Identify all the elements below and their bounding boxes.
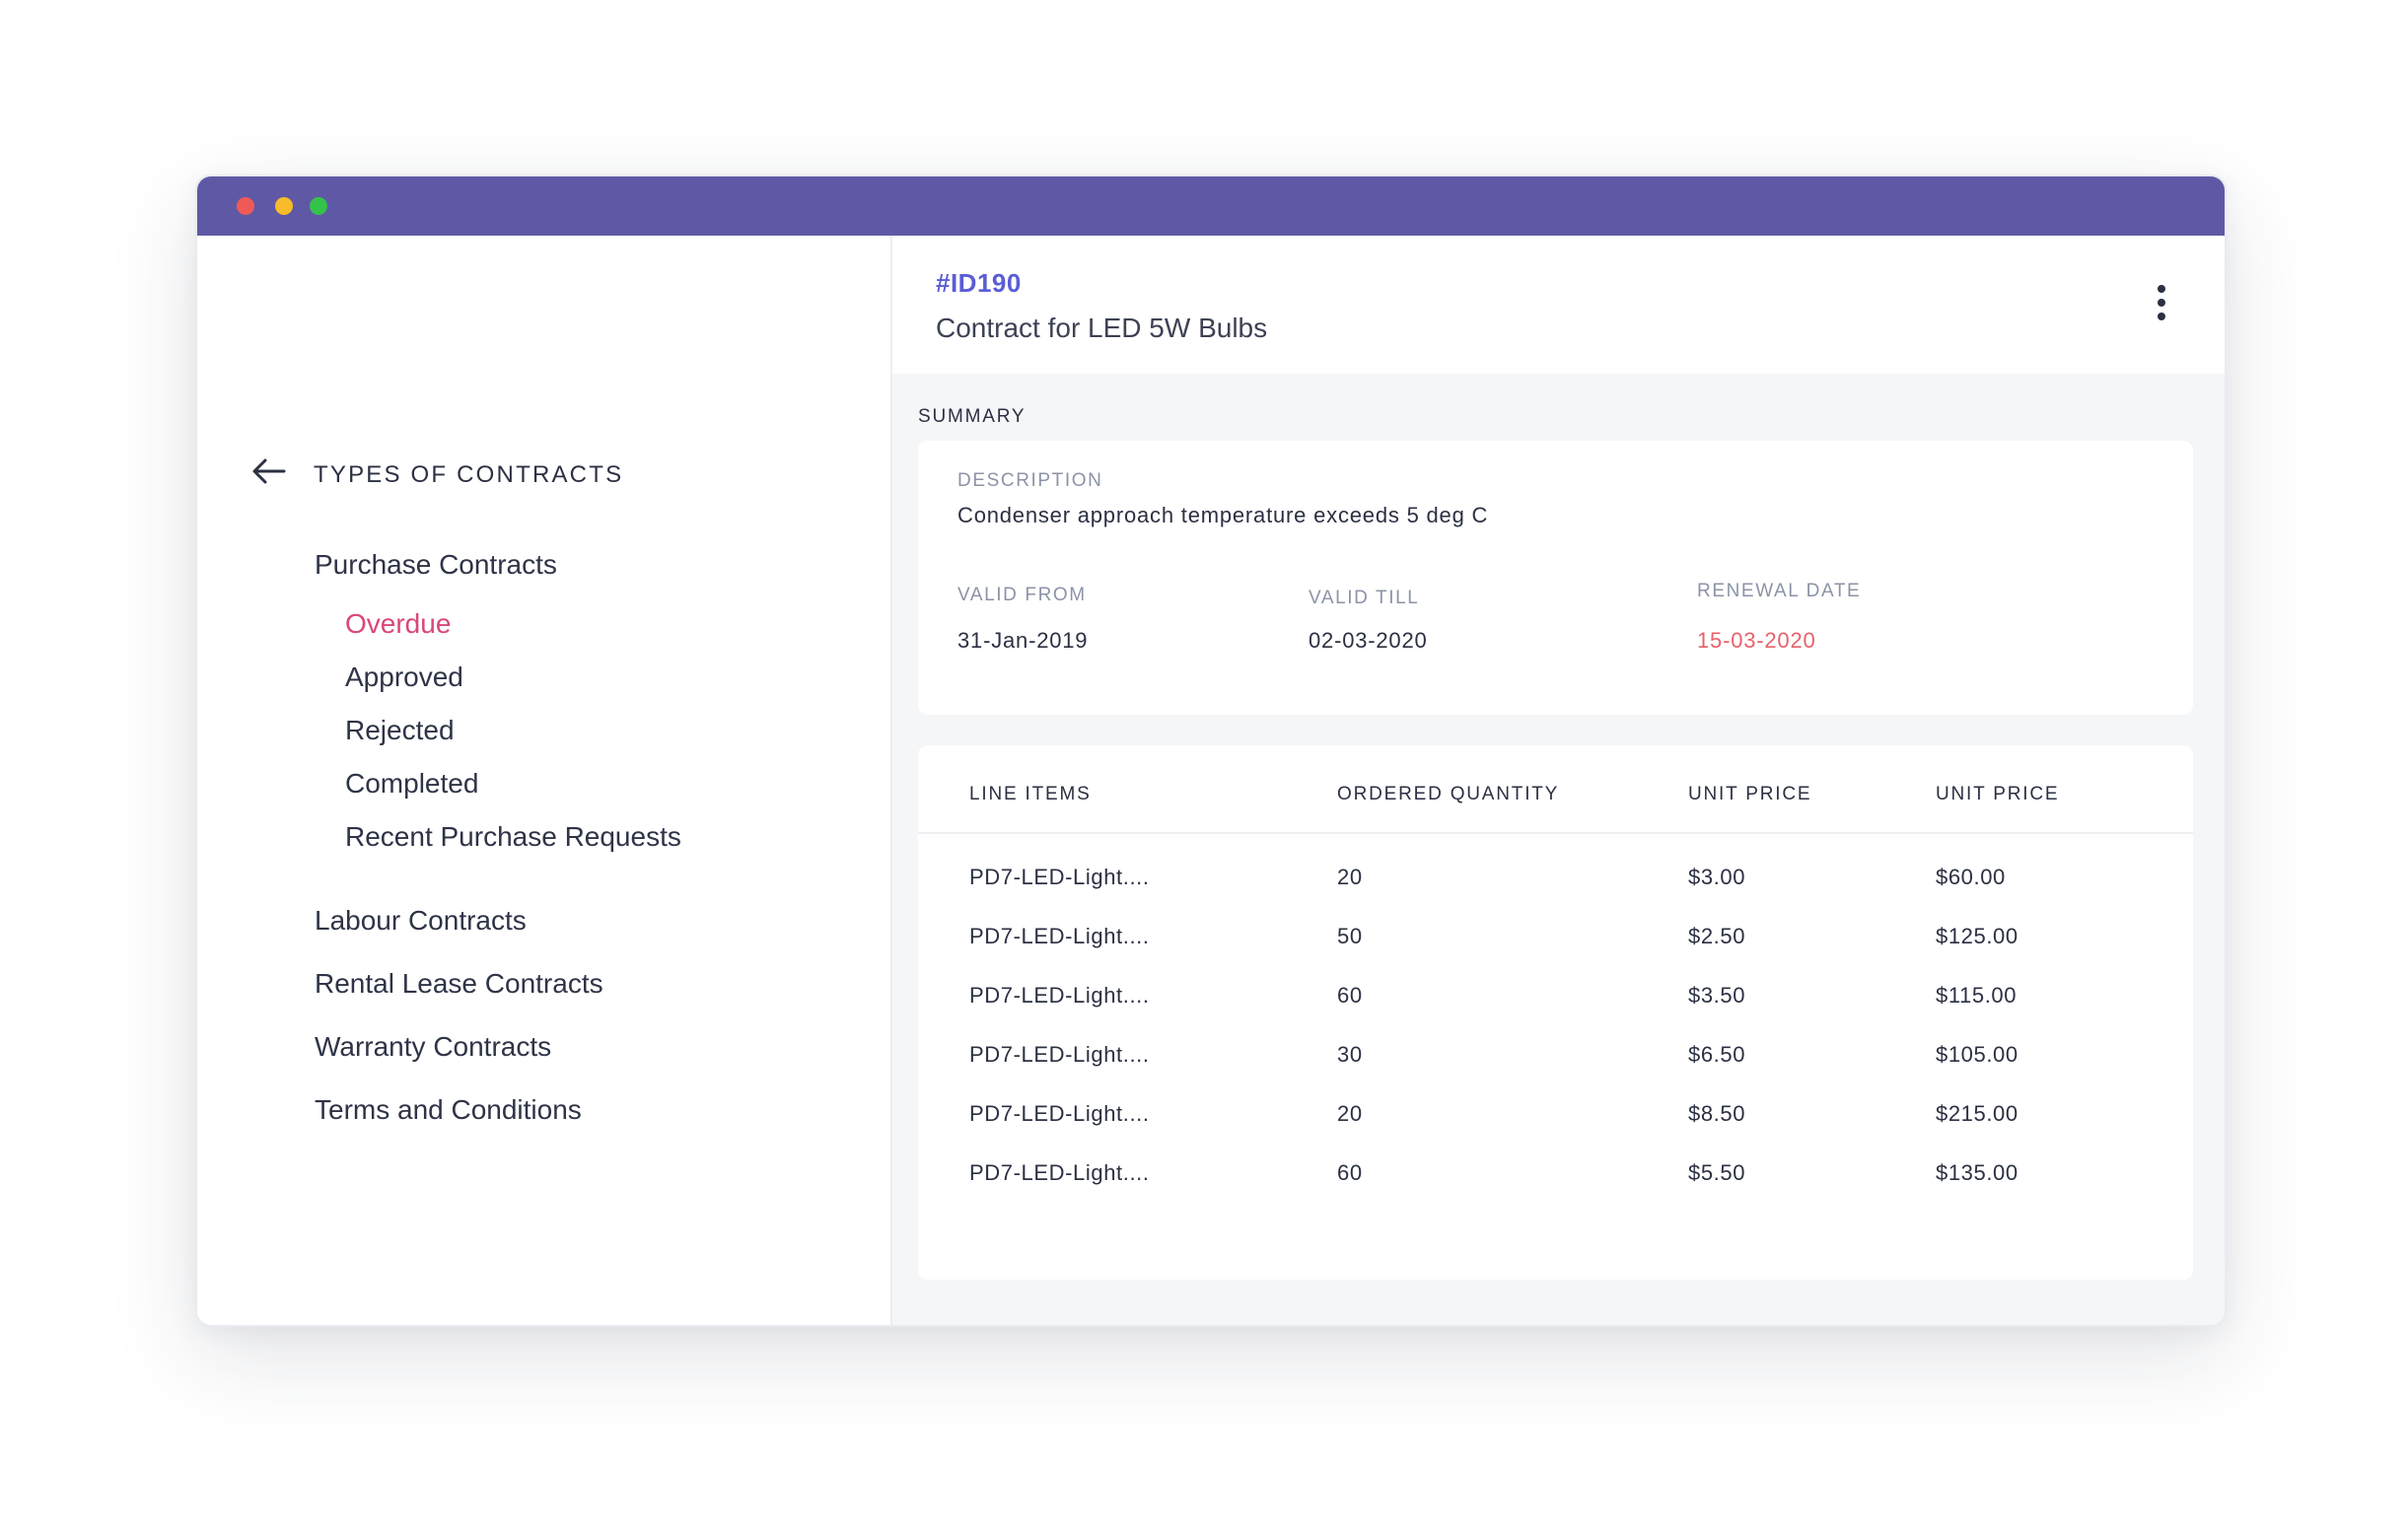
total-price-cell: $60.00 — [1936, 865, 2006, 889]
line-item-cell: PD7-LED-Light.... — [969, 983, 1150, 1008]
minimize-window-button[interactable] — [275, 197, 293, 215]
nav-sub-completed[interactable]: Completed — [345, 768, 479, 799]
total-price-cell: $215.00 — [1936, 1101, 2018, 1126]
quantity-cell: 60 — [1337, 1160, 1363, 1185]
line-item-cell: PD7-LED-Light.... — [969, 1101, 1150, 1126]
column-header-ordered-quantity: ORDERED QUANTITY — [1337, 784, 1560, 804]
close-window-button[interactable] — [237, 197, 254, 215]
quantity-cell: 50 — [1337, 924, 1363, 948]
table-row[interactable]: PD7-LED-Light.... 20 $3.00 $60.00 — [918, 865, 2193, 924]
contract-header: #ID190 Contract for LED 5W Bulbs — [892, 236, 2225, 374]
sidebar: TYPES OF CONTRACTS Purchase Contracts Ov… — [197, 236, 892, 1325]
nav-rental-lease-contracts[interactable]: Rental Lease Contracts — [315, 968, 603, 999]
quantity-cell: 20 — [1337, 1101, 1363, 1126]
table-header-divider — [918, 832, 2193, 834]
column-header-line-items: LINE ITEMS — [969, 784, 1092, 804]
nav-purchase-contracts[interactable]: Purchase Contracts — [315, 549, 557, 580]
quantity-cell: 60 — [1337, 983, 1363, 1008]
valid-from-value: 31-Jan-2019 — [957, 628, 1089, 653]
summary-card: DESCRIPTION Condenser approach temperatu… — [918, 441, 2193, 715]
unit-price-cell: $5.50 — [1688, 1160, 1746, 1185]
line-item-cell: PD7-LED-Light.... — [969, 1160, 1150, 1185]
total-price-cell: $135.00 — [1936, 1160, 2018, 1185]
total-price-cell: $125.00 — [1936, 924, 2018, 948]
line-item-cell: PD7-LED-Light.... — [969, 865, 1150, 889]
valid-from-label: VALID FROM — [957, 585, 1087, 605]
table-row[interactable]: PD7-LED-Light.... 60 $5.50 $135.00 — [918, 1160, 2193, 1219]
valid-till-label: VALID TILL — [1309, 588, 1420, 608]
summary-section-label: SUMMARY — [918, 406, 1027, 427]
description-label: DESCRIPTION — [957, 470, 1103, 491]
contract-id: #ID190 — [936, 268, 1022, 298]
table-row[interactable]: PD7-LED-Light.... 30 $6.50 $105.00 — [918, 1042, 2193, 1101]
renewal-date-label: RENEWAL DATE — [1697, 581, 1862, 601]
nav-terms-and-conditions[interactable]: Terms and Conditions — [315, 1094, 582, 1125]
title-bar — [197, 176, 2225, 236]
renewal-date-value: 15-03-2020 — [1697, 628, 1816, 653]
table-row[interactable]: PD7-LED-Light.... 60 $3.50 $115.00 — [918, 983, 2193, 1042]
more-vertical-icon[interactable] — [2156, 285, 2167, 322]
table-row[interactable]: PD7-LED-Light.... 20 $8.50 $215.00 — [918, 1101, 2193, 1160]
app-window: TYPES OF CONTRACTS Purchase Contracts Ov… — [195, 174, 2227, 1327]
line-item-cell: PD7-LED-Light.... — [969, 924, 1150, 948]
unit-price-cell: $2.50 — [1688, 924, 1746, 948]
line-items-table: LINE ITEMS ORDERED QUANTITY UNIT PRICE U… — [918, 745, 2193, 1280]
nav-sub-approved[interactable]: Approved — [345, 662, 463, 692]
unit-price-cell: $3.00 — [1688, 865, 1746, 889]
main-panel: #ID190 Contract for LED 5W Bulbs SUMMARY… — [892, 236, 2225, 1325]
unit-price-cell: $6.50 — [1688, 1042, 1746, 1067]
contract-title: Contract for LED 5W Bulbs — [936, 313, 1268, 343]
nav-labour-contracts[interactable]: Labour Contracts — [315, 905, 527, 936]
arrow-left-icon[interactable] — [252, 458, 286, 484]
sidebar-title: TYPES OF CONTRACTS — [314, 461, 624, 488]
line-item-cell: PD7-LED-Light.... — [969, 1042, 1150, 1067]
unit-price-cell: $3.50 — [1688, 983, 1746, 1008]
total-price-cell: $105.00 — [1936, 1042, 2018, 1067]
nav-sub-overdue[interactable]: Overdue — [345, 608, 452, 639]
quantity-cell: 20 — [1337, 865, 1363, 889]
table-row[interactable]: PD7-LED-Light.... 50 $2.50 $125.00 — [918, 924, 2193, 983]
total-price-cell: $115.00 — [1936, 983, 2018, 1008]
unit-price-cell: $8.50 — [1688, 1101, 1746, 1126]
description-value: Condenser approach temperature exceeds 5… — [957, 503, 1489, 527]
nav-sub-recent-purchase-requests[interactable]: Recent Purchase Requests — [345, 821, 681, 852]
column-header-unit-price-total: UNIT PRICE — [1936, 784, 2060, 804]
valid-till-value: 02-03-2020 — [1309, 628, 1428, 653]
column-header-unit-price: UNIT PRICE — [1688, 784, 1812, 804]
quantity-cell: 30 — [1337, 1042, 1363, 1067]
nav-warranty-contracts[interactable]: Warranty Contracts — [315, 1031, 552, 1062]
nav-sub-rejected[interactable]: Rejected — [345, 715, 455, 745]
maximize-window-button[interactable] — [310, 197, 327, 215]
